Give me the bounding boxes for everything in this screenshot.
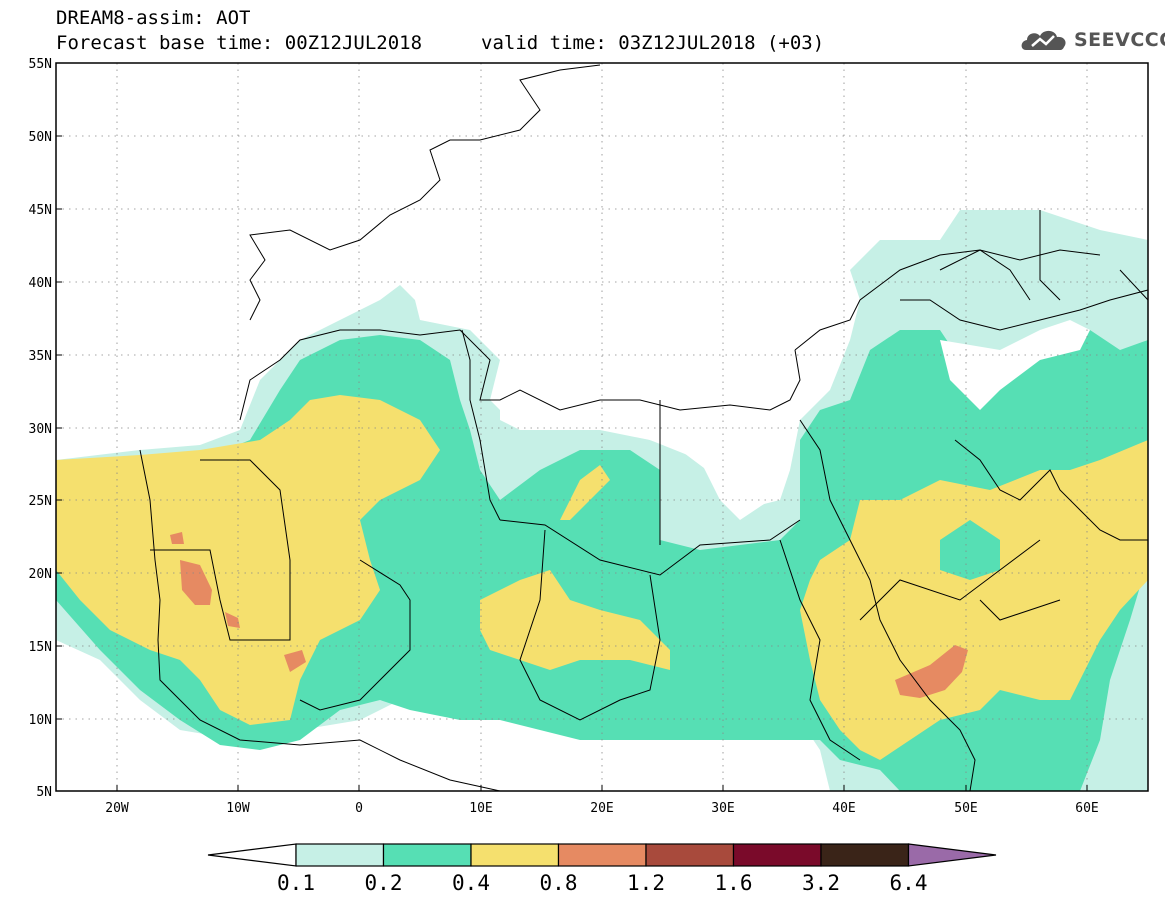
forecast-base-time: Forecast base time: 00Z12JUL2018 (56, 32, 423, 54)
colorbar-seg-0.8 (557, 843, 647, 867)
lat-label-30n: 30N (29, 422, 52, 437)
lat-label-45n: 45N (29, 203, 52, 218)
aot-band-0.4-central (480, 570, 670, 670)
lat-label-5n: 5N (36, 785, 52, 800)
lon-label-10w: 10W (226, 801, 250, 816)
colorbar-seg-3.2 (820, 843, 910, 867)
map-title: DREAM8-assim: AOT (56, 7, 251, 29)
colorbar-labels: 0.1 0.2 0.4 0.8 1.2 1.6 3.2 6.4 (277, 871, 927, 895)
colorbar (207, 843, 997, 867)
logo-text: SEEVCCC (1074, 29, 1165, 51)
colorbar-label-1.2: 1.2 (627, 871, 665, 895)
lat-label-35n: 35N (29, 349, 52, 364)
lon-label-10e: 10E (469, 801, 492, 816)
colorbar-label-6.4: 6.4 (890, 871, 928, 895)
colorbar-high-arrow (907, 843, 997, 867)
lat-label-40n: 40N (29, 276, 52, 291)
colorbar-low-arrow (207, 843, 297, 867)
aot-band-0.8-5 (895, 645, 968, 698)
valid-time: valid time: 03Z12JUL2018 (+03) (481, 32, 825, 54)
lon-label-50e: 50E (954, 801, 977, 816)
aot-band-0.8-3 (225, 612, 240, 628)
lon-label-30e: 30E (711, 801, 734, 816)
colorbar-label-1.6: 1.6 (715, 871, 753, 895)
lon-label-40e: 40E (832, 801, 855, 816)
colorbar-seg-1.6 (732, 843, 822, 867)
aot-band-0.4-west (56, 395, 440, 725)
lon-labels: 20W 10W 0 10E 20E 30E 40E 50E 60E (105, 801, 1098, 816)
lon-label-20e: 20E (590, 801, 613, 816)
lon-label-0: 0 (355, 801, 363, 816)
lat-label-50n: 50N (29, 130, 52, 145)
lat-label-25n: 25N (29, 494, 52, 509)
cloud-icon (1021, 30, 1066, 50)
aot-band-0.8-2 (170, 532, 184, 544)
axis-ticks (56, 135, 1088, 791)
aot-low-patch-2 (940, 320, 1090, 410)
aot-band-0.8-1 (180, 560, 212, 605)
coastlines (139, 64, 1148, 791)
colorbar-label-0.1: 0.1 (277, 871, 315, 895)
colorbar-seg-1.2 (645, 843, 735, 867)
lon-label-60e: 60E (1075, 801, 1098, 816)
colorbar-seg-0.2 (382, 843, 472, 867)
colorbar-label-0.2: 0.2 (365, 871, 403, 895)
seevccc-logo: SEEVCCC (1018, 24, 1165, 56)
aot-band-0.4-gap (940, 520, 1000, 580)
colorbar-seg-0.4 (470, 843, 560, 867)
aot-low-patch (500, 380, 790, 510)
colorbar-label-0.4: 0.4 (452, 871, 490, 895)
colorbar-label-0.8: 0.8 (540, 871, 578, 895)
lat-label-15n: 15N (29, 640, 52, 655)
aot-band-0.4-libya (560, 465, 610, 520)
lat-label-55n: 55N (29, 57, 52, 72)
colorbar-seg-0.1 (295, 843, 385, 867)
aot-band-0.8-4 (284, 650, 306, 672)
lat-labels: 55N 50N 45N 40N 35N 30N 25N 20N 15N 10N … (29, 57, 52, 800)
aot-band-0.4-arabia (800, 440, 1148, 760)
lat-label-10n: 10N (29, 713, 52, 728)
colorbar-label-3.2: 3.2 (802, 871, 840, 895)
lon-label-20w: 20W (105, 801, 129, 816)
graticule (56, 63, 1148, 791)
lat-label-20n: 20N (29, 567, 52, 582)
